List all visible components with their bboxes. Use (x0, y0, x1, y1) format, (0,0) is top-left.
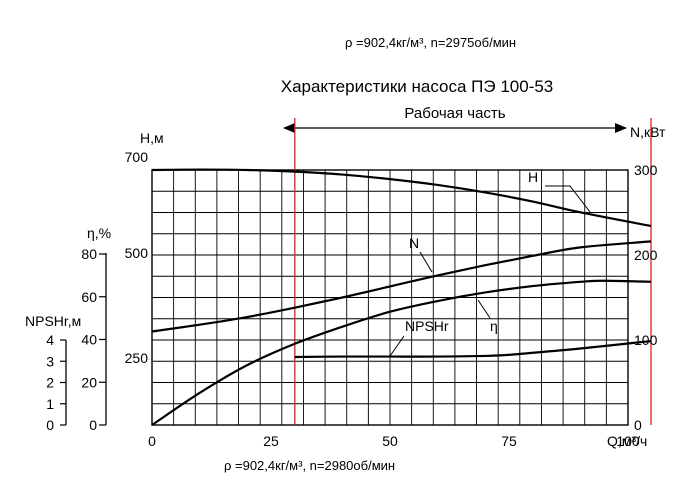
series-label-eta: η (490, 318, 498, 334)
x-tick-label: 25 (263, 433, 279, 449)
npshr-label-leader (389, 335, 405, 357)
npshr-curve (294, 339, 652, 359)
bottom-density-note: ρ =902,4кг/м³, n=2980об/мин (224, 458, 395, 473)
series-label-h: Н (528, 169, 538, 185)
npsh-tick-label: 0 (46, 417, 54, 433)
n-tick-label: 300 (634, 162, 658, 178)
x-tick-label: 75 (501, 433, 517, 449)
h-label-leader (545, 185, 591, 213)
n-tick-label: 200 (634, 247, 658, 263)
plot-frame (151, 169, 629, 426)
eta-tick-label: 0 (89, 417, 97, 433)
x-tick-label: 0 (148, 433, 156, 449)
work-zone-label: Рабочая часть (404, 105, 505, 122)
h-tick-label: 250 (125, 350, 149, 366)
series-label-n: N (409, 235, 419, 251)
npsh-tick-label: 3 (46, 353, 54, 369)
npsh-axis-label: NPSHr,м (25, 313, 81, 329)
eta-axis-label: η,% (87, 225, 111, 241)
h-axis-label: Н,м (140, 130, 164, 146)
chart-title: Характеристики насоса ПЭ 100-53 (281, 77, 554, 96)
npsh-tick-label: 1 (46, 396, 54, 412)
eta-tick-label: 20 (81, 374, 97, 390)
n-curve (151, 240, 652, 333)
npsh-tick-label: 2 (46, 375, 54, 391)
h-tick-label: 500 (125, 245, 149, 261)
h-tick-label: 700 (125, 149, 149, 165)
eta-tick-label: 40 (81, 332, 97, 348)
n-axis-label: N,кВт (630, 124, 666, 140)
eta-curve (151, 279, 652, 426)
x-tick-label: 100 (616, 433, 640, 449)
n-tick-label: 100 (634, 332, 658, 348)
series-label-npshr: NPSHr (405, 318, 449, 334)
chart-plot-layer: 0 25 50 75 100700500250010020030002040608001… (46, 118, 658, 449)
eta-tick-label: 60 (81, 289, 97, 305)
top-density-note: ρ =902,4кг/м³, n=2975об/мин (345, 35, 516, 50)
n-label-leader (419, 251, 433, 273)
eta-tick-label: 80 (81, 246, 97, 262)
n-tick-label: 0 (634, 417, 642, 433)
q-axis-label: Q,м³/ч (607, 433, 647, 449)
eta-label-leader (477, 299, 491, 319)
npsh-tick-label: 4 (46, 332, 54, 348)
x-tick-label: 50 (382, 433, 398, 449)
h-curve (151, 168, 652, 228)
